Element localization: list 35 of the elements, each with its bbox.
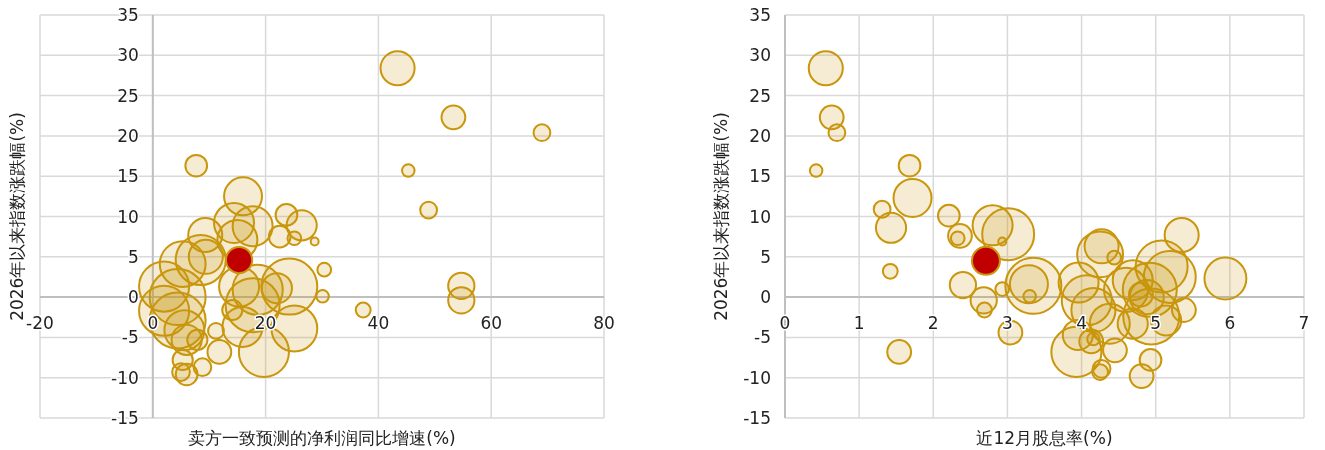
y-axis-title: 2026年以来指数涨跌幅(%) [7, 112, 27, 321]
x-tick-label: 40 [367, 313, 390, 334]
x-tick-label: 80 [593, 313, 615, 334]
y-tick-label: -15 [111, 408, 139, 428]
y-tick-label: 10 [117, 206, 139, 227]
y-tick-label: 15 [749, 166, 771, 187]
y-tick-label: 30 [749, 45, 771, 66]
y-axis-title: 2026年以来指数涨跌幅(%) [711, 112, 731, 321]
y-tick-label: 20 [749, 125, 771, 146]
x-tick-label: -20 [26, 313, 54, 334]
y-tick-label: 20 [117, 125, 139, 146]
y-tick-label: -5 [121, 327, 139, 348]
x-tick-label: 0 [779, 313, 791, 334]
y-tick-label: 0 [127, 287, 139, 308]
y-tick-label: 10 [749, 206, 771, 227]
y-tick-label: 35 [749, 5, 771, 25]
y-tick-label: -5 [754, 327, 771, 348]
y-tick-label: 25 [749, 85, 771, 106]
x-axis-title: 近12月股息率(%) [976, 428, 1113, 448]
x-tick-label: 1 [853, 313, 865, 334]
x-tick-label: 7 [1298, 313, 1310, 334]
x-axis-title: 卖方一致预测的净利润同比增速(%) [188, 428, 456, 448]
y-tick-label: -10 [743, 367, 771, 388]
y-tick-label: 5 [760, 246, 771, 267]
y-tick-label: 0 [760, 287, 771, 308]
y-tick-label: 30 [117, 45, 139, 66]
y-tick-label: -10 [111, 367, 139, 388]
x-tick-label: 60 [480, 313, 503, 334]
y-tick-label: 15 [117, 166, 139, 187]
y-tick-label: 25 [117, 85, 139, 106]
y-tick-label: 35 [117, 5, 139, 25]
y-tick-label: 5 [127, 246, 139, 267]
x-tick-label: 2 [927, 313, 939, 334]
y-tick-label: -15 [743, 408, 771, 428]
x-tick-label: 6 [1224, 313, 1236, 334]
